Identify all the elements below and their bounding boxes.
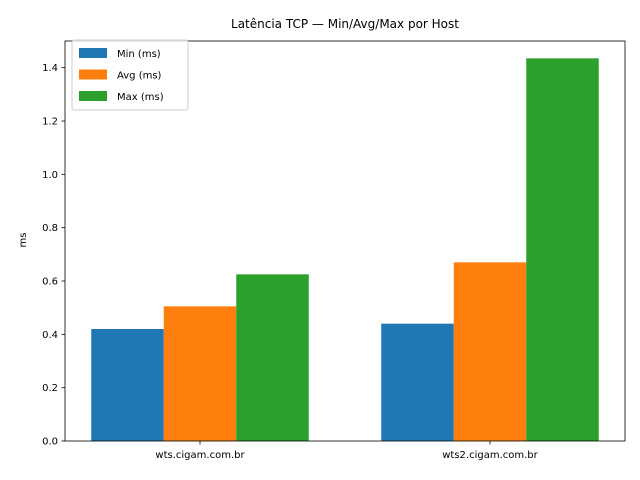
x-tick-label: wts2.cigam.com.br xyxy=(442,450,538,461)
legend-label: Avg (ms) xyxy=(117,71,162,82)
y-axis-label: ms xyxy=(18,233,29,248)
bar-1-2 xyxy=(381,323,454,441)
plot-frame xyxy=(64,40,626,442)
bar-3-1 xyxy=(236,274,309,441)
legend: Min (ms) Avg (ms) Max (ms) xyxy=(71,39,189,111)
y-tick-label: 0.2 xyxy=(42,383,58,394)
bars-group xyxy=(91,58,599,441)
x-tick-label: wts.cigam.com.br xyxy=(155,450,245,461)
chart-title: Latência TCP — Min/Avg/Max por Host xyxy=(231,17,459,31)
y-tick-label: 0.0 xyxy=(42,437,58,448)
legend-swatch xyxy=(79,91,107,101)
legend-swatch xyxy=(79,48,107,58)
y-tick-label: 0.6 xyxy=(42,277,58,288)
legend-label: Max (ms) xyxy=(117,92,164,103)
legend-swatch xyxy=(79,69,107,80)
bar-2-1 xyxy=(163,306,237,441)
y-tick-label: 0.8 xyxy=(42,223,58,234)
y-tick-label: 0.4 xyxy=(42,330,58,341)
y-tick-label: 1.4 xyxy=(42,63,58,74)
legend-label: Min (ms) xyxy=(117,49,161,60)
bar-1-1 xyxy=(91,329,164,441)
y-tick-label: 1.0 xyxy=(42,170,58,181)
y-tick-label: 1.2 xyxy=(42,117,58,128)
bar-3-2 xyxy=(526,58,599,441)
bar-2-2 xyxy=(453,262,527,441)
axes-group: 0.0 0.2 0.4 0.6 0.8 1.0 1.2 1.4 wts.cigam.com.br… xyxy=(42,40,626,461)
